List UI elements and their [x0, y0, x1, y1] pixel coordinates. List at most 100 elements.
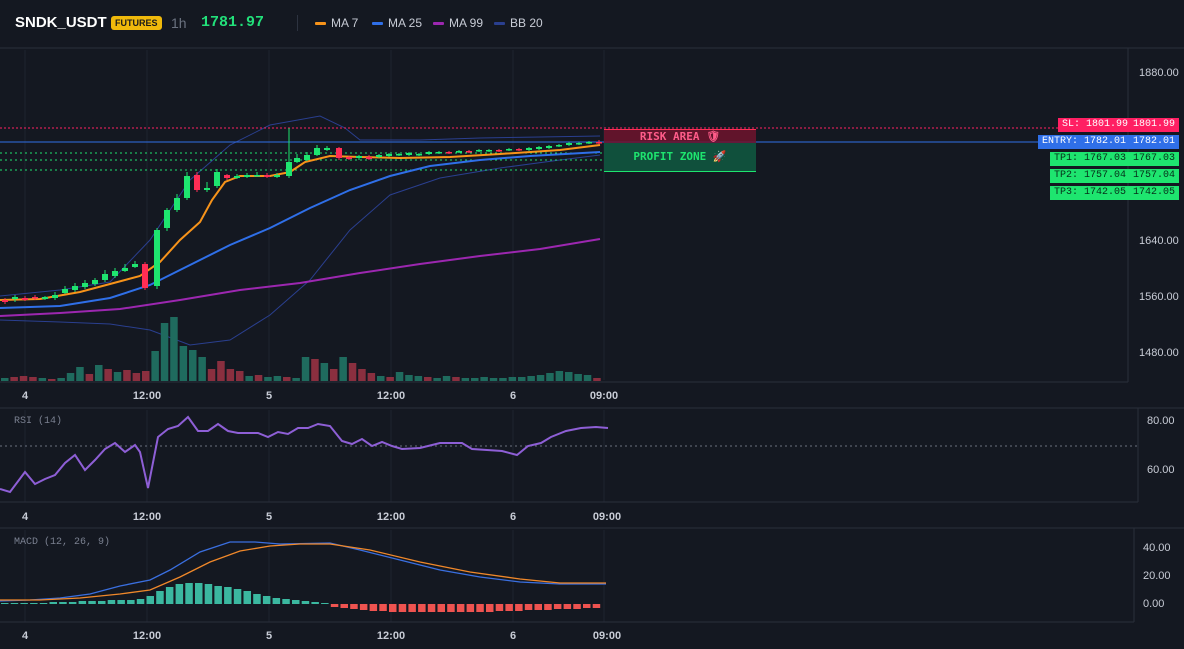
candle-body [436, 152, 442, 154]
candle-body [72, 286, 78, 290]
time-label: 5 [265, 390, 273, 402]
legend-bb20[interactable]: BB 20 [494, 15, 543, 31]
candle-body [42, 297, 48, 299]
legend-ma7[interactable]: MA 7 [315, 15, 358, 31]
macd-histogram-bar [292, 600, 300, 604]
volume-bar [142, 371, 150, 381]
volume-bar [151, 351, 159, 381]
tp2-label: TP2: 1757.04 [1050, 169, 1131, 183]
candle-body [164, 210, 170, 228]
volume-bar [236, 371, 244, 381]
candle-body [536, 147, 542, 149]
last-price: 1781.97 [201, 14, 265, 31]
candle-body [416, 154, 422, 156]
rsi-pane [0, 415, 1138, 494]
volume-bar [442, 376, 451, 381]
macd-tick: 20.00 [1143, 570, 1171, 582]
time-label: 4 [21, 630, 29, 642]
moving-averages [0, 144, 601, 317]
candle-body [142, 264, 148, 288]
volume-bars [1, 317, 601, 381]
volume-bar [565, 372, 573, 381]
volume-bar [160, 323, 169, 381]
macd-histogram-bar [515, 604, 523, 611]
bb-lower [0, 154, 601, 346]
volume-bar [85, 374, 94, 381]
macd-histogram-bar [49, 602, 57, 604]
candle-body [52, 295, 58, 298]
candle-body [506, 149, 512, 151]
candle-body [32, 297, 38, 299]
volume-bar [132, 373, 141, 381]
candle-body [82, 283, 88, 287]
bb20-swatch [494, 22, 505, 26]
macd-histogram-bar [573, 604, 581, 609]
macd-histogram-bar [311, 602, 319, 604]
bb-upper [0, 115, 601, 297]
macd-histogram-bar [272, 598, 281, 604]
candle-body [224, 175, 230, 178]
macd-histogram-bar [253, 594, 261, 604]
candle-body [346, 157, 352, 159]
macd-histogram-bar [282, 599, 290, 604]
volume-bar [405, 375, 413, 381]
macd-histogram-bar [534, 604, 542, 610]
chart-header: SNDK_USDT FUTURES 1h 1781.97 MA 7 MA 25 … [0, 0, 1184, 46]
volume-bar [19, 376, 28, 381]
timeframe-label[interactable]: 1h [171, 15, 187, 31]
macd-histogram-bar [437, 604, 445, 612]
legend-ma99[interactable]: MA 99 [433, 15, 483, 31]
symbol-name[interactable]: SNDK_USDT [15, 14, 107, 31]
candle-body [486, 150, 492, 152]
candle-body [194, 175, 200, 190]
candle-body [566, 143, 572, 145]
time-label: 12:00 [132, 630, 162, 642]
volume-bar [198, 357, 206, 381]
volume-bar [489, 378, 498, 381]
candle-body [274, 175, 280, 177]
macd-histogram-bar [195, 583, 203, 604]
time-label: 6 [509, 630, 517, 642]
macd-histogram-bar [389, 604, 397, 612]
macd-histogram-bar [447, 604, 455, 612]
volume-bar [29, 377, 37, 381]
macd-histogram-bar [379, 604, 387, 611]
candle-body [154, 230, 160, 286]
rsi-tick: 80.00 [1147, 415, 1175, 427]
time-label: 12:00 [376, 511, 406, 523]
tp1-price: 1767.03 [1129, 152, 1180, 166]
volume-bar [480, 377, 488, 381]
candle-body [386, 154, 392, 156]
candle-body [254, 175, 260, 177]
risk-area-zone: RISK AREA 🛡 [604, 129, 756, 143]
macd-histogram-bar [563, 604, 572, 609]
volume-bar [311, 359, 319, 381]
volume-bar [377, 376, 385, 381]
macd-histogram-bar [88, 601, 96, 604]
legend-ma25[interactable]: MA 25 [372, 15, 422, 31]
ma7-line [0, 144, 601, 301]
macd-histogram-bar [553, 604, 562, 609]
volume-bar [57, 378, 65, 381]
macd-histogram-bar [408, 604, 416, 612]
macd-histogram-bar [340, 604, 348, 608]
candle-body [446, 152, 452, 154]
volume-bar [367, 373, 376, 381]
price-tick: 1480.00 [1139, 347, 1179, 359]
candle-body [214, 172, 220, 186]
candle-body [304, 155, 310, 160]
volume-bar [536, 375, 545, 381]
candle-body [426, 152, 432, 154]
volume-bar [471, 378, 479, 381]
ma99-line [0, 238, 601, 317]
candle-body [286, 162, 292, 176]
time-label: 6 [509, 511, 517, 523]
price-tick: 1640.00 [1139, 235, 1179, 247]
time-label: 4 [21, 511, 29, 523]
macd-histogram-bar [127, 600, 135, 604]
macd-histogram-bar [1, 603, 9, 604]
ma25-swatch [372, 22, 383, 26]
macd-histogram-bar [330, 604, 339, 607]
candle-body [314, 148, 320, 155]
